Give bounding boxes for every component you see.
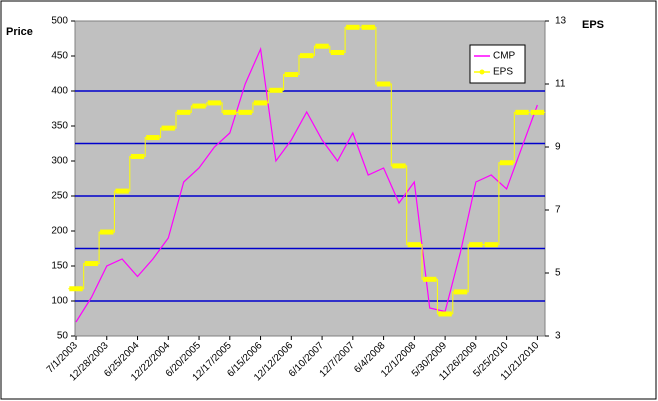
plot-area [74, 20, 546, 337]
y-tick-label: 50 [57, 331, 69, 342]
y2-tick-label: 9 [555, 142, 561, 153]
y-tick-label: 200 [51, 226, 68, 237]
y-tick-label: 250 [51, 191, 68, 202]
legend-label: CMP [493, 51, 516, 62]
cmp-line [75, 46, 538, 323]
legend-label: EPS [493, 67, 513, 78]
y2-tick-label: 5 [555, 268, 561, 279]
legend-marker [479, 69, 485, 75]
eps-line [68, 26, 546, 315]
y2-tick-label: 11 [555, 79, 566, 90]
y-tick-label: 450 [51, 51, 68, 62]
y-tick-label: 500 [51, 16, 68, 27]
y-tick-label: 350 [51, 121, 68, 132]
y2-tick-label: 3 [555, 331, 561, 342]
y-tick-label: 300 [51, 156, 68, 167]
y-tick-label: 400 [51, 86, 68, 97]
y2-axis-label: EPS [582, 19, 604, 31]
y-axis-label: Price [6, 26, 33, 38]
y2-tick-label: 7 [555, 205, 561, 216]
y2-tick-label: 13 [555, 16, 567, 27]
y-tick-label: 150 [51, 261, 68, 272]
legend [469, 44, 526, 84]
y-tick-label: 100 [51, 296, 68, 307]
